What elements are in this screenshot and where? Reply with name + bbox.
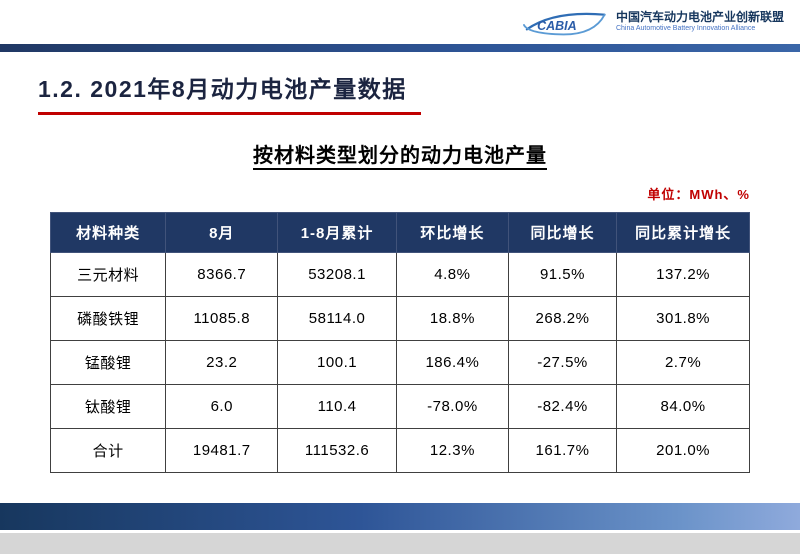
org-name-cn: 中国汽车动力电池产业创新联盟: [615, 10, 784, 25]
logo-text: CABIA: [537, 19, 576, 33]
column-header: 同比累计增长: [616, 212, 750, 253]
row-label-cell: 钛酸锂: [49, 384, 167, 429]
table-cell: 301.8%: [616, 296, 750, 341]
column-header: 环比增长: [395, 212, 509, 253]
bottom-margin: [0, 533, 800, 554]
table-cell: 137.2%: [616, 252, 750, 297]
table-cell: 268.2%: [507, 296, 618, 341]
unit-row: 单位：MWh、%: [50, 184, 750, 204]
table-row: 三元材料 8366.7 53208.1 4.8% 91.5% 137.2%: [49, 252, 750, 297]
table-header-row: 材料种类 8月 1-8月累计 环比增长 同比增长 同比累计增长: [49, 212, 750, 253]
row-label-cell: 磷酸铁锂: [49, 296, 167, 341]
table-cell: 58114.0: [277, 296, 397, 341]
table-cell: 201.0%: [616, 428, 750, 473]
row-label-cell: 合计: [49, 428, 167, 473]
subtitle-row: 按材料类型划分的动力电池产量: [0, 139, 800, 168]
table-cell: 2.7%: [616, 340, 750, 385]
table-cell: 100.1: [277, 340, 397, 385]
table-cell: 161.7%: [507, 428, 618, 473]
table-cell: 4.8%: [395, 252, 509, 297]
column-header: 同比增长: [507, 212, 618, 253]
page-title: 1.2. 2021年8月动力电池产量数据: [38, 70, 421, 115]
title-row: 1.2. 2021年8月动力电池产量数据: [38, 70, 800, 115]
cabia-logo: CABIA 中国汽车动力电池产业创新联盟 China Automotive Ba…: [521, 7, 784, 37]
column-header: 8月: [165, 212, 279, 253]
table-cell: 110.4: [277, 384, 397, 429]
table-cell: -27.5%: [507, 340, 618, 385]
column-header: 材料种类: [49, 212, 167, 253]
table-cell: 91.5%: [507, 252, 618, 297]
column-header: 1-8月累计: [277, 212, 397, 253]
table-cell: 111532.6: [277, 428, 397, 473]
unit-label: 单位：MWh、%: [647, 187, 750, 202]
table-row: 钛酸锂 6.0 110.4 -78.0% -82.4% 84.0%: [49, 384, 750, 429]
table-cell: 186.4%: [395, 340, 509, 385]
table-row: 磷酸铁锂 11085.8 58114.0 18.8% 268.2% 301.8%: [49, 296, 750, 341]
table-cell: 23.2: [165, 340, 279, 385]
production-table: 材料种类 8月 1-8月累计 环比增长 同比增长 同比累计增长 三元材料 8366.7 5320…: [49, 212, 750, 473]
table-cell: 19481.7: [165, 428, 279, 473]
header-bar: CABIA 中国汽车动力电池产业创新联盟 China Automotive Ba…: [0, 0, 800, 44]
cabia-logo-icon: CABIA: [523, 12, 606, 36]
header-divider-bar: [0, 44, 800, 52]
footer-bar: [0, 503, 800, 530]
table-cell: 12.3%: [395, 428, 509, 473]
org-name-block: 中国汽车动力电池产业创新联盟 China Automotive Battery …: [616, 10, 784, 34]
table-cell: 8366.7: [165, 252, 279, 297]
table-cell: -82.4%: [507, 384, 618, 429]
table-cell: 11085.8: [165, 296, 279, 341]
table-row: 锰酸锂 23.2 100.1 186.4% -27.5% 2.7%: [49, 340, 750, 385]
slide: CABIA 中国汽车动力电池产业创新联盟 China Automotive Ba…: [0, 0, 800, 533]
table-cell: 6.0: [165, 384, 279, 429]
table-cell: 84.0%: [616, 384, 750, 429]
table-cell: 53208.1: [277, 252, 397, 297]
table-cell: -78.0%: [395, 384, 509, 429]
table-row: 合计 19481.7 111532.6 12.3% 161.7% 201.0%: [49, 428, 750, 473]
org-name-en: China Automotive Battery Innovation Alli…: [615, 25, 756, 33]
table-title: 按材料类型划分的动力电池产量: [253, 145, 547, 167]
table-cell: 18.8%: [395, 296, 509, 341]
row-label-cell: 锰酸锂: [49, 340, 167, 385]
row-label-cell: 三元材料: [49, 252, 167, 297]
